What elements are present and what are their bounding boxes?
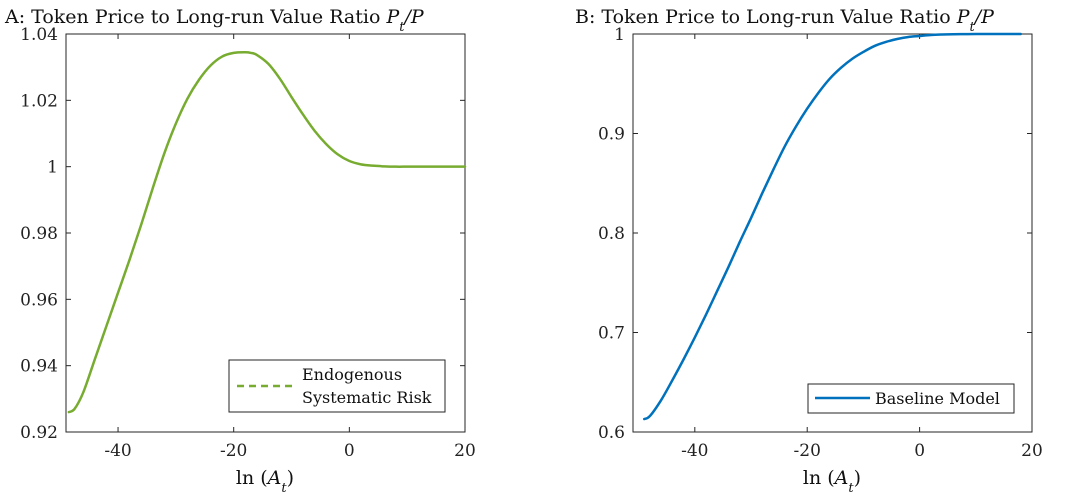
y-tick-label: 1 <box>614 25 625 45</box>
y-tick-label: 0.6 <box>598 423 625 443</box>
y-tick-label: 0.8 <box>598 224 625 244</box>
panel-a-x-axis-label: ln (At) <box>236 467 294 496</box>
panel-a: A: Token Price to Long-run Value Ratio P… <box>4 6 476 496</box>
x-tick-label: -40 <box>104 441 131 461</box>
x-tick-label: 0 <box>914 441 925 461</box>
panel-b-legend: Baseline Model <box>807 383 1015 414</box>
y-tick-label: 1.02 <box>20 91 58 111</box>
x-tick-label: -40 <box>681 441 708 461</box>
y-tick-label: 0.98 <box>20 224 58 244</box>
x-tick-label: 20 <box>454 441 476 461</box>
x-tick-label: -20 <box>794 441 821 461</box>
panel-a-title: A: Token Price to Long-run Value Ratio P… <box>4 6 425 35</box>
panel-a-legend: Endogenous Systematic Risk <box>228 359 446 413</box>
panel-a-series-endogenous-systematic-risk <box>67 50 467 414</box>
x-tick-label: 0 <box>344 441 355 461</box>
panel-b: B: Token Price to Long-run Value Ratio P… <box>575 6 1043 496</box>
panel-a-ticks: -40 -20 0 20 0.92 0.94 0.96 0.98 1 1.02 1.04 <box>20 25 476 461</box>
y-tick-label: 0.92 <box>20 423 58 443</box>
panel-b-title: B: Token Price to Long-run Value Ratio P… <box>575 6 995 35</box>
y-tick-label: 0.96 <box>20 290 58 310</box>
panel-a-legend-label-line-1: Endogenous <box>302 365 402 384</box>
panel-b-ticks: -40 -20 0 20 0.6 0.7 0.8 0.9 1 <box>598 25 1043 461</box>
panel-b-series-baseline-model <box>642 32 1023 421</box>
panel-a-legend-label-line-2: Systematic Risk <box>302 388 432 407</box>
panel-b-legend-label: Baseline Model <box>875 389 1000 408</box>
x-tick-label: -20 <box>220 441 247 461</box>
y-tick-label: 1.04 <box>20 25 58 45</box>
panel-b-plot-frame <box>632 33 1033 433</box>
y-tick-label: 0.94 <box>20 357 58 377</box>
y-tick-label: 0.7 <box>598 324 625 344</box>
panel-b-x-axis-label: ln (At) <box>803 467 861 496</box>
x-tick-label: 20 <box>1021 441 1043 461</box>
y-tick-label: 0.9 <box>598 125 625 145</box>
y-tick-label: 1 <box>47 158 58 178</box>
